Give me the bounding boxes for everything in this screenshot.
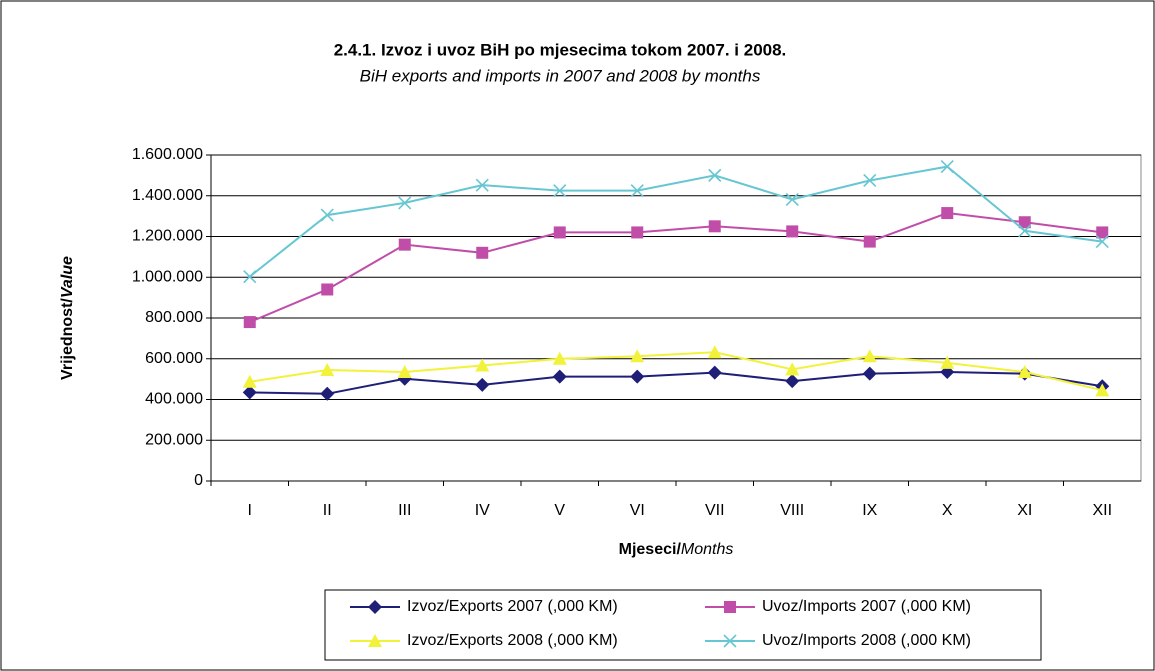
- x-axis-label-italic: Months: [681, 541, 733, 558]
- marker: [398, 238, 411, 251]
- legend-label: Izvoz/Exports 2007 (,000 KM): [407, 598, 618, 615]
- marker: [786, 225, 799, 238]
- series-line: [249, 212, 1103, 323]
- marker: [940, 355, 955, 369]
- marker: [941, 207, 954, 220]
- marker: [707, 365, 722, 380]
- marker: [707, 345, 722, 359]
- marker: [708, 220, 721, 233]
- marker: [320, 362, 335, 376]
- x-tick-label: XII: [1092, 502, 1112, 519]
- marker: [397, 364, 412, 378]
- x-tick-label: IV: [475, 502, 490, 519]
- x-tick-label: III: [398, 502, 411, 519]
- marker: [368, 600, 382, 614]
- marker: [242, 385, 257, 400]
- marker: [321, 283, 334, 296]
- marker: [862, 349, 877, 363]
- chart-title: 2.4.1. Izvoz i uvoz BiH po mjesecima tok…: [334, 40, 787, 59]
- marker: [243, 316, 256, 329]
- marker: [553, 226, 566, 239]
- marker: [863, 173, 877, 188]
- chart-subtitle: BiH exports and imports in 2007 and 2008…: [360, 66, 761, 85]
- marker: [723, 634, 737, 648]
- marker: [1017, 364, 1032, 378]
- y-axis-label-main: Vrijednost/: [59, 298, 76, 380]
- legend: [324, 589, 1042, 661]
- x-tick-label: XI: [1017, 502, 1032, 519]
- marker: [398, 196, 412, 210]
- marker: [1095, 383, 1110, 397]
- x-tick-label: I: [248, 502, 252, 519]
- marker: [940, 160, 954, 174]
- marker: [631, 226, 644, 239]
- marker: [475, 178, 489, 192]
- marker: [243, 270, 257, 284]
- marker: [630, 369, 645, 384]
- marker: [475, 358, 490, 372]
- marker: [785, 362, 800, 376]
- marker: [785, 374, 800, 389]
- marker: [1096, 226, 1109, 239]
- y-tick-label: 0: [194, 472, 203, 489]
- x-tick-label: VIII: [780, 502, 804, 519]
- y-tick-label: 1.000.000: [132, 268, 203, 285]
- y-tick-label: 600.000: [145, 350, 203, 367]
- marker: [368, 634, 382, 647]
- marker: [475, 377, 490, 392]
- marker: [1018, 216, 1031, 229]
- marker: [320, 386, 335, 401]
- x-tick-label: V: [554, 502, 565, 519]
- marker: [708, 168, 722, 182]
- y-tick-label: 800.000: [145, 309, 203, 326]
- marker: [785, 192, 799, 206]
- y-tick-label: 1.200.000: [132, 228, 203, 245]
- y-tick-label: 200.000: [145, 431, 203, 448]
- marker: [476, 246, 489, 259]
- marker: [863, 235, 876, 248]
- y-axis-label: Vrijednost/Value: [59, 256, 76, 380]
- x-tick-label: IX: [862, 502, 877, 519]
- x-tick-label: X: [942, 502, 953, 519]
- marker: [552, 351, 567, 365]
- legend-label: Izvoz/Exports 2008 (,000 KM): [407, 632, 618, 649]
- marker: [552, 369, 567, 384]
- marker: [630, 184, 644, 198]
- marker: [724, 601, 736, 613]
- x-tick-label: VII: [705, 502, 725, 519]
- marker: [1018, 224, 1032, 238]
- series-line: [249, 165, 1103, 278]
- marker: [320, 208, 334, 222]
- marker: [242, 374, 257, 388]
- x-axis-label-main: Mjeseci/: [619, 541, 682, 558]
- x-axis-label: Mjeseci/Months: [619, 541, 734, 558]
- marker: [862, 366, 877, 381]
- x-tick-label: VI: [630, 502, 645, 519]
- marker: [1095, 235, 1109, 249]
- y-tick-label: 400.000: [145, 391, 203, 408]
- series-line: [249, 370, 1103, 395]
- y-tick-label: 1.600.000: [132, 146, 203, 163]
- legend-label: Uvoz/Imports 2007 (,000 KM): [762, 598, 971, 615]
- series-line: [249, 351, 1103, 392]
- y-tick-label: 1.400.000: [132, 187, 203, 204]
- marker: [630, 349, 645, 363]
- y-axis-label-italic: Value: [59, 256, 76, 298]
- marker: [553, 184, 567, 198]
- x-tick-label: II: [323, 502, 332, 519]
- legend-label: Uvoz/Imports 2008 (,000 KM): [762, 632, 971, 649]
